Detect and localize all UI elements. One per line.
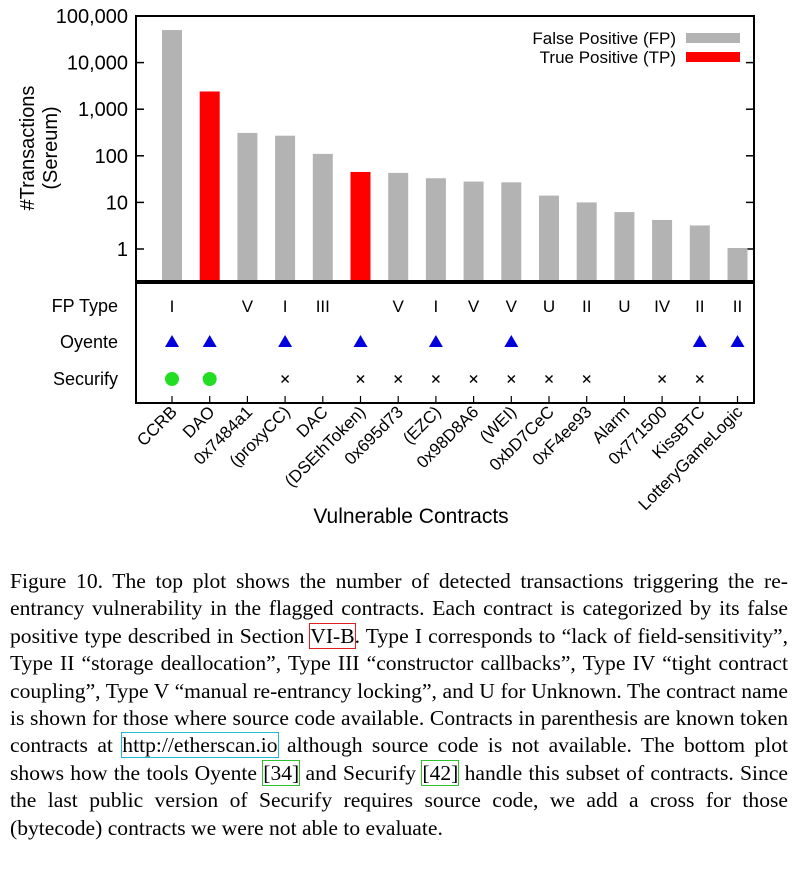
x-axis-label: Vulnerable Contracts — [313, 505, 508, 528]
bottom-table: FP Type I V I III V I V V U II U IV II IIOyenteSecurif… — [52, 296, 745, 389]
caption-part-2: . Type I corresponds to “lack of field-s… — [10, 623, 788, 758]
fp-type-label: II — [582, 297, 591, 316]
citation-42-link[interactable]: [42] — [421, 759, 460, 786]
bar-(EZC) — [425, 178, 446, 281]
bottom-plot-frame — [135, 282, 755, 404]
legend-label: True Positive (TP) — [540, 48, 676, 67]
y-axis: 1 10 100 1,000 10,000 100,000 — [56, 6, 754, 261]
x-tick-label: CCRB — [133, 402, 180, 449]
securify-circle-marker — [165, 372, 179, 386]
row-label: Oyente — [60, 332, 118, 352]
fp-type-label: II — [733, 297, 742, 316]
y-tick-label: 100,000 — [56, 6, 128, 28]
fp-type-label: I — [434, 297, 439, 316]
fp-type-label: U — [618, 297, 630, 316]
bar-DAO — [199, 91, 220, 282]
row-label: FP Type — [52, 296, 118, 316]
y-axis-label: #Transactions — [17, 86, 39, 211]
fp-type-label: V — [393, 297, 405, 316]
bar-0xbD7CeC — [539, 195, 559, 281]
y-tick-label: 100 — [95, 146, 128, 168]
caption-part-5: handle this subset of contracts. Since t… — [10, 760, 788, 840]
bar-0x695d73 — [388, 172, 409, 281]
securify-cross-marker — [431, 375, 440, 383]
top-plot-frame — [135, 15, 755, 282]
bar-(WEI) — [501, 182, 522, 281]
x-tick-labels: CCRBDAO0x7484a1(proxyCC)DAC(DSEthToken)0… — [133, 396, 747, 514]
bar-0x771500 — [652, 219, 673, 281]
y-axis-label-sub: (Sereum) — [40, 106, 62, 189]
oyente-triangle-marker — [428, 335, 443, 347]
bar-0xF4ee93 — [576, 202, 597, 281]
oyente-triangle-marker — [692, 335, 707, 347]
fp-type-label: II — [695, 297, 704, 316]
oyente-triangle-marker — [504, 335, 519, 347]
fp-type-label: V — [506, 297, 518, 316]
bar-DAC — [312, 153, 333, 281]
y-tick-label: 1 — [117, 239, 128, 261]
fp-type-label: IV — [654, 297, 671, 316]
bar-0x98D8A6 — [463, 181, 484, 281]
oyente-triangle-marker — [202, 335, 217, 347]
securify-cross-marker — [545, 375, 553, 383]
securify-cross-marker — [469, 375, 478, 383]
fp-type-label: I — [283, 297, 288, 316]
fp-type-label: III — [316, 297, 330, 316]
fp-type-label: V — [242, 297, 254, 316]
y-tick-label: 1,000 — [78, 99, 128, 121]
securify-cross-marker — [507, 375, 516, 383]
bar-0x7484a1 — [237, 132, 258, 281]
securify-circle-marker — [202, 372, 217, 386]
oyente-triangle-marker — [278, 335, 293, 347]
bars — [162, 30, 748, 282]
legend: False Positive (FP)True Positive (TP) — [532, 29, 740, 67]
bar-(proxyCC) — [275, 135, 296, 281]
fp-type-label: I — [170, 297, 175, 316]
row-label: Securify — [53, 369, 118, 389]
figure-caption: Figure 10. The top plot shows the number… — [10, 568, 788, 842]
bar-Alarm — [614, 212, 635, 281]
securify-cross-marker — [658, 375, 667, 383]
securify-cross-marker — [394, 375, 403, 383]
securify-cross-marker — [356, 375, 365, 383]
securify-cross-marker — [582, 375, 591, 383]
citation-34-link[interactable]: [34] — [262, 759, 301, 786]
y-tick-label: 10 — [106, 192, 128, 214]
securify-cross-marker — [695, 375, 704, 383]
caption-part-4: and Securify — [299, 760, 423, 785]
caption-part-1: Figure 10. The top plot shows the number… — [10, 569, 788, 648]
bar-LotteryGameLogic — [727, 248, 748, 281]
fp-type-label: U — [543, 297, 555, 316]
oyente-triangle-marker — [730, 335, 745, 347]
bar-(DSEthToken) — [350, 171, 371, 281]
legend-swatch — [686, 33, 740, 43]
caption-part-3: although source code is not available. T… — [10, 733, 788, 785]
fp-type-label: V — [468, 297, 480, 316]
etherscan-link[interactable]: http://etherscan.io — [121, 732, 279, 759]
oyente-triangle-marker — [353, 335, 368, 347]
figure-chart: 1 10 100 1,000 10,000 100,000 False Positive … — [17, 6, 755, 528]
oyente-triangle-marker — [165, 335, 179, 347]
section-ref-link[interactable]: VI-B — [309, 622, 356, 649]
y-tick-label: 10,000 — [67, 53, 128, 75]
legend-label: False Positive (FP) — [532, 29, 676, 48]
legend-swatch — [686, 52, 740, 62]
bar-CCRB — [162, 30, 182, 281]
bar-KissBTC — [689, 225, 710, 281]
securify-cross-marker — [281, 375, 290, 383]
